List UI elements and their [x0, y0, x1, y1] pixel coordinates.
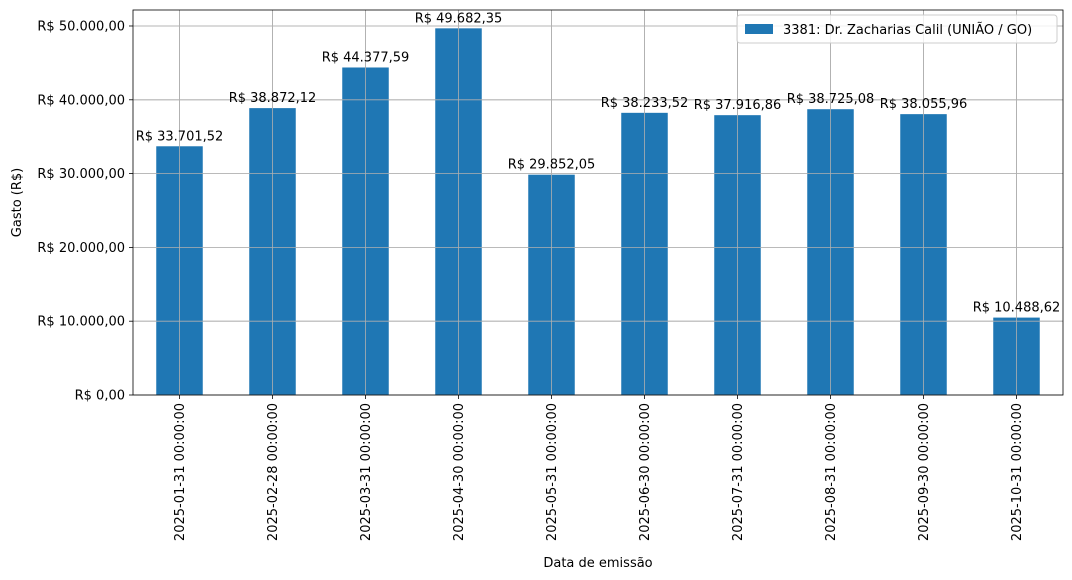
bar-value-label: R$ 38.725,08 [787, 92, 875, 107]
x-tick-label: 2025-05-31 00:00:00 [545, 403, 560, 541]
x-tick-label: 2025-10-31 00:00:00 [1010, 403, 1025, 541]
y-tick-label: R$ 0,00 [75, 389, 125, 404]
legend-box [736, 14, 1058, 44]
bar-value-label: R$ 44.377,59 [322, 50, 410, 65]
x-tick-label: 2025-03-31 00:00:00 [359, 403, 374, 541]
bar-value-label: R$ 10.488,62 [973, 301, 1061, 316]
x-axis-ticks: 2025-01-31 00:00:00 2025-02-28 00:00:00 20… [173, 395, 1025, 541]
y-tick-label: R$ 30.000,00 [37, 167, 125, 182]
bar-value-label: R$ 38.055,96 [880, 97, 968, 112]
y-axis-ticks: R$ 0,00 R$ 10.000,00 R$ 20.000,00 R$ 30.000… [37, 19, 133, 404]
y-tick-label: R$ 10.000,00 [37, 315, 125, 330]
x-tick-label: 2025-08-31 00:00:00 [824, 403, 839, 541]
legend-entry-label: 3381: Dr. Zacharias Calil (UNIÃO / GO) [783, 22, 1032, 38]
y-tick-label: R$ 50.000,00 [37, 19, 125, 34]
bar-value-label: R$ 33.701,52 [136, 129, 224, 144]
x-tick-label: 2025-02-28 00:00:00 [266, 403, 281, 541]
bar-value-label: R$ 37.916,86 [694, 98, 782, 113]
bar-value-label: R$ 38.872,12 [229, 91, 317, 106]
y-tick-label: R$ 40.000,00 [37, 93, 125, 108]
plot-frame [132, 9, 1064, 396]
bar-value-label: R$ 49.682,35 [415, 11, 503, 26]
y-tick-label: R$ 20.000,00 [37, 241, 125, 256]
x-tick-label: 2025-09-30 00:00:00 [917, 403, 932, 541]
bar-value-label: R$ 38.233,52 [601, 96, 689, 111]
legend-swatch [745, 24, 773, 34]
x-tick-label: 2025-04-30 00:00:00 [452, 403, 467, 541]
y-axis-label: Gasto (R$) [10, 168, 25, 237]
x-tick-label: 2025-01-31 00:00:00 [173, 403, 188, 541]
legend: 3381: Dr. Zacharias Calil (UNIÃO / GO) [736, 14, 1058, 44]
grid-overlay [133, 10, 1063, 396]
axes-frame [132, 9, 1064, 396]
x-tick-label: 2025-06-30 00:00:00 [638, 403, 653, 541]
x-axis-label: Data de emissão [543, 556, 652, 571]
data-labels: R$ 33.701,52 R$ 38.872,12 R$ 44.377,59 R$ 4… [136, 11, 1061, 315]
bar-value-label: R$ 29.852,05 [508, 158, 596, 173]
x-tick-label: 2025-07-31 00:00:00 [731, 403, 746, 541]
bars [156, 28, 1040, 396]
